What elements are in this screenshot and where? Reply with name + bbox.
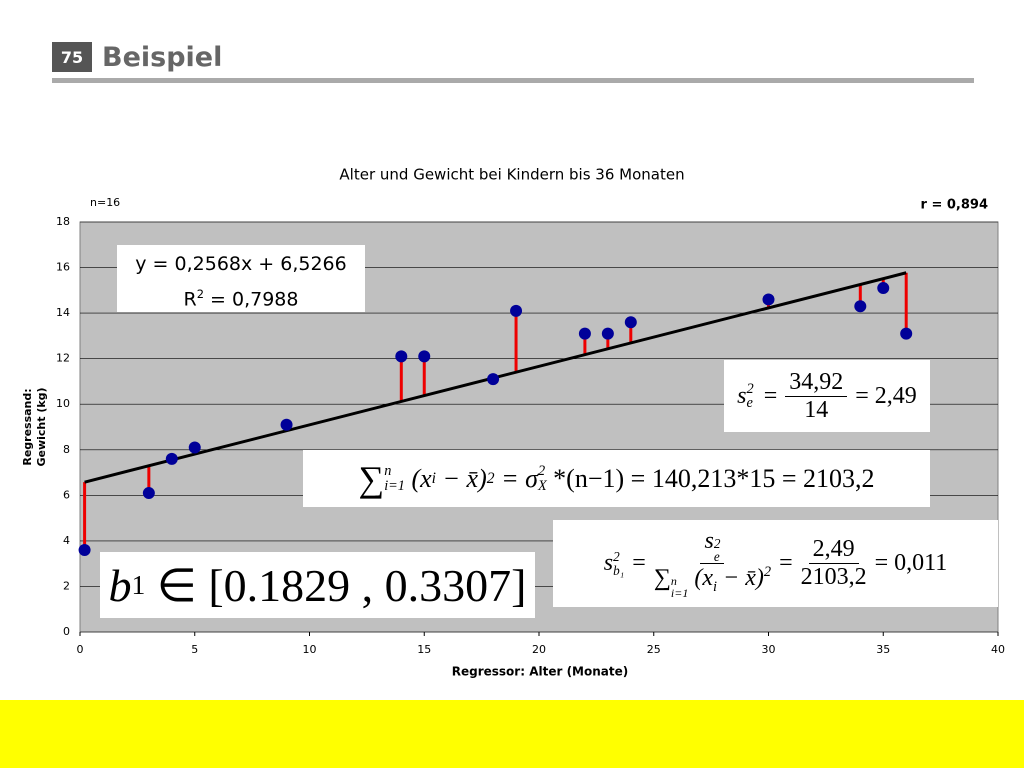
sub: e <box>713 549 720 564</box>
data-point <box>624 316 637 329</box>
numerator: 2,49 <box>808 536 859 564</box>
y-tick-label: 2 <box>63 579 70 592</box>
y-axis-label: Gewicht (kg) <box>35 387 48 466</box>
x-tick-label: 0 <box>77 643 84 656</box>
sup: 2 <box>486 469 495 487</box>
sub: 1 <box>131 569 146 600</box>
sub: i <box>713 579 718 595</box>
x-tick-label: 25 <box>647 643 661 656</box>
data-point <box>280 418 293 431</box>
sup: 2 <box>763 564 772 581</box>
sub: b₁ <box>613 562 625 578</box>
data-point <box>854 300 867 313</box>
denominator: 2103,2 <box>800 564 867 590</box>
data-point <box>877 282 890 295</box>
y-tick-label: 12 <box>56 352 70 365</box>
term: − x̄) <box>723 565 764 592</box>
data-point <box>900 327 913 340</box>
r2-symbol: R <box>183 288 197 311</box>
chart-title: Alter und Gewicht bei Kindern bis 36 Mon… <box>339 166 684 184</box>
eq: = <box>763 382 778 409</box>
term: (x <box>411 463 432 493</box>
eq: = <box>779 550 793 576</box>
x-axis-label: Regressor: Alter (Monate) <box>452 665 629 679</box>
r2-sup: 2 <box>196 287 204 301</box>
x-tick-label: 5 <box>191 643 198 656</box>
sup: 2 <box>537 463 546 480</box>
y-tick-label: 10 <box>56 397 70 410</box>
formula-sb: s 2 b₁ = s 2 e ∑ n i=1 (xi − x̄)2 = 2,49 2103,2 … <box>553 520 998 607</box>
data-point <box>487 373 500 386</box>
data-point <box>142 487 155 500</box>
x-tick-label: 30 <box>762 643 776 656</box>
sup: 2 <box>613 549 620 565</box>
data-point <box>601 327 614 340</box>
symbol: s <box>603 550 614 576</box>
symbol: b <box>108 559 132 611</box>
y-tick-label: 4 <box>63 534 70 547</box>
data-point <box>188 441 201 454</box>
y-tick-label: 6 <box>63 488 70 501</box>
r2-value: = 0,7988 <box>210 288 299 311</box>
sup: 2 <box>713 535 721 551</box>
data-point <box>165 452 178 465</box>
x-tick-label: 35 <box>876 643 890 656</box>
data-point <box>418 350 431 363</box>
header-rule <box>52 78 974 83</box>
symbol: s <box>704 527 714 554</box>
footer-band <box>0 700 1024 768</box>
x-tick-label: 15 <box>417 643 431 656</box>
sub: X <box>537 477 547 494</box>
trend-equation: y = 0,2568x + 6,5266 <box>135 253 347 275</box>
data-point <box>510 304 523 317</box>
data-point <box>762 293 775 306</box>
y-tick-label: 0 <box>63 625 70 638</box>
sup: n <box>670 574 677 589</box>
symbol: s <box>737 382 747 409</box>
sigma: = σ <box>501 463 538 493</box>
sum: ∑ <box>358 458 385 499</box>
slide-number: 75 <box>52 42 92 72</box>
annotation: n=16 <box>90 196 120 209</box>
sub: i=1 <box>384 477 405 494</box>
data-point <box>395 350 408 363</box>
y-axis-label: Regressand: <box>21 388 34 465</box>
y-tick-label: 8 <box>63 443 70 456</box>
denominator: 14 <box>804 396 829 423</box>
equation-box: y = 0,2568x + 6,5266 R2 = 0,7988 <box>117 245 365 312</box>
sup: 2 <box>746 380 754 397</box>
x-tick-label: 40 <box>991 643 1005 656</box>
sub: e <box>746 395 753 411</box>
term: (x <box>694 565 714 592</box>
x-tick-label: 20 <box>532 643 546 656</box>
correlation: r = 0,894 <box>921 198 988 213</box>
numerator: 34,92 <box>785 369 848 397</box>
term: − x̄) <box>442 463 487 493</box>
y-tick-label: 14 <box>56 306 70 319</box>
tail: *(n−1) = 140,213*15 = 2103,2 <box>553 463 875 493</box>
r-squared: R2 = 0,7988 <box>117 279 365 314</box>
result: = 2,49 <box>855 382 917 409</box>
y-tick-label: 16 <box>56 261 70 274</box>
sub: i <box>431 469 437 487</box>
x-tick-label: 10 <box>303 643 317 656</box>
eq: = <box>632 550 646 576</box>
sum: ∑ <box>653 565 671 592</box>
data-point <box>578 327 591 340</box>
data-point <box>78 544 91 556</box>
sub: i=1 <box>670 586 689 601</box>
interval: ∈ [0.1829 , 0.3307] <box>156 560 527 611</box>
sup: n <box>384 463 392 480</box>
y-tick-label: 18 <box>56 215 70 228</box>
slide-title: Beispiel <box>102 42 223 73</box>
result: = 0,011 <box>874 550 948 576</box>
